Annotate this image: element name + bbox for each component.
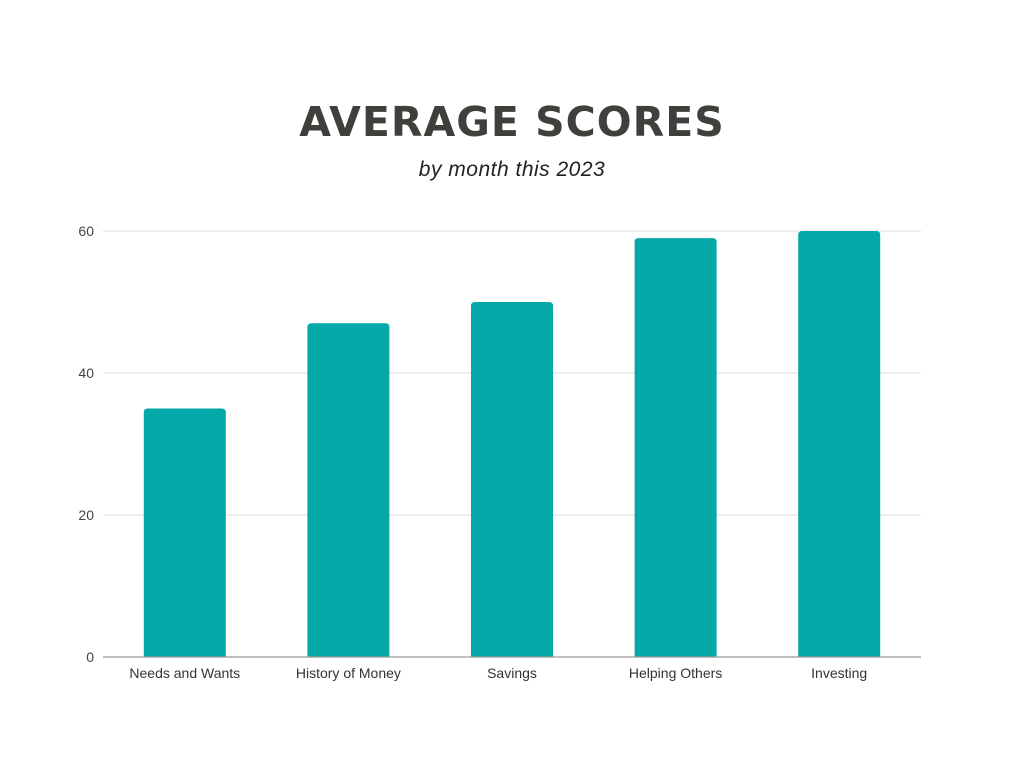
x-category-label: Needs and Wants	[129, 665, 240, 681]
x-category-label: History of Money	[296, 665, 401, 681]
x-category-label: Savings	[487, 665, 537, 681]
chart-title: AVERAGE SCORES	[299, 98, 725, 146]
bar-needs-and-wants	[143, 408, 226, 657]
bar-history-of-money	[307, 323, 390, 657]
y-tick-label: 0	[86, 649, 94, 665]
x-category-label: Investing	[811, 665, 867, 681]
labels: 0 20 40 60 Needs and Wants History of Money Sa…	[78, 223, 867, 681]
y-tick-label: 40	[78, 365, 94, 381]
bar-investing	[798, 231, 881, 657]
bar-helping-others	[634, 238, 717, 657]
bars	[143, 231, 881, 657]
y-tick-label: 60	[78, 223, 94, 239]
chart-subtitle: by month this 2023	[418, 158, 606, 181]
y-tick-label: 20	[78, 507, 94, 523]
bar-savings	[471, 302, 553, 657]
x-category-label: Helping Others	[629, 665, 722, 681]
